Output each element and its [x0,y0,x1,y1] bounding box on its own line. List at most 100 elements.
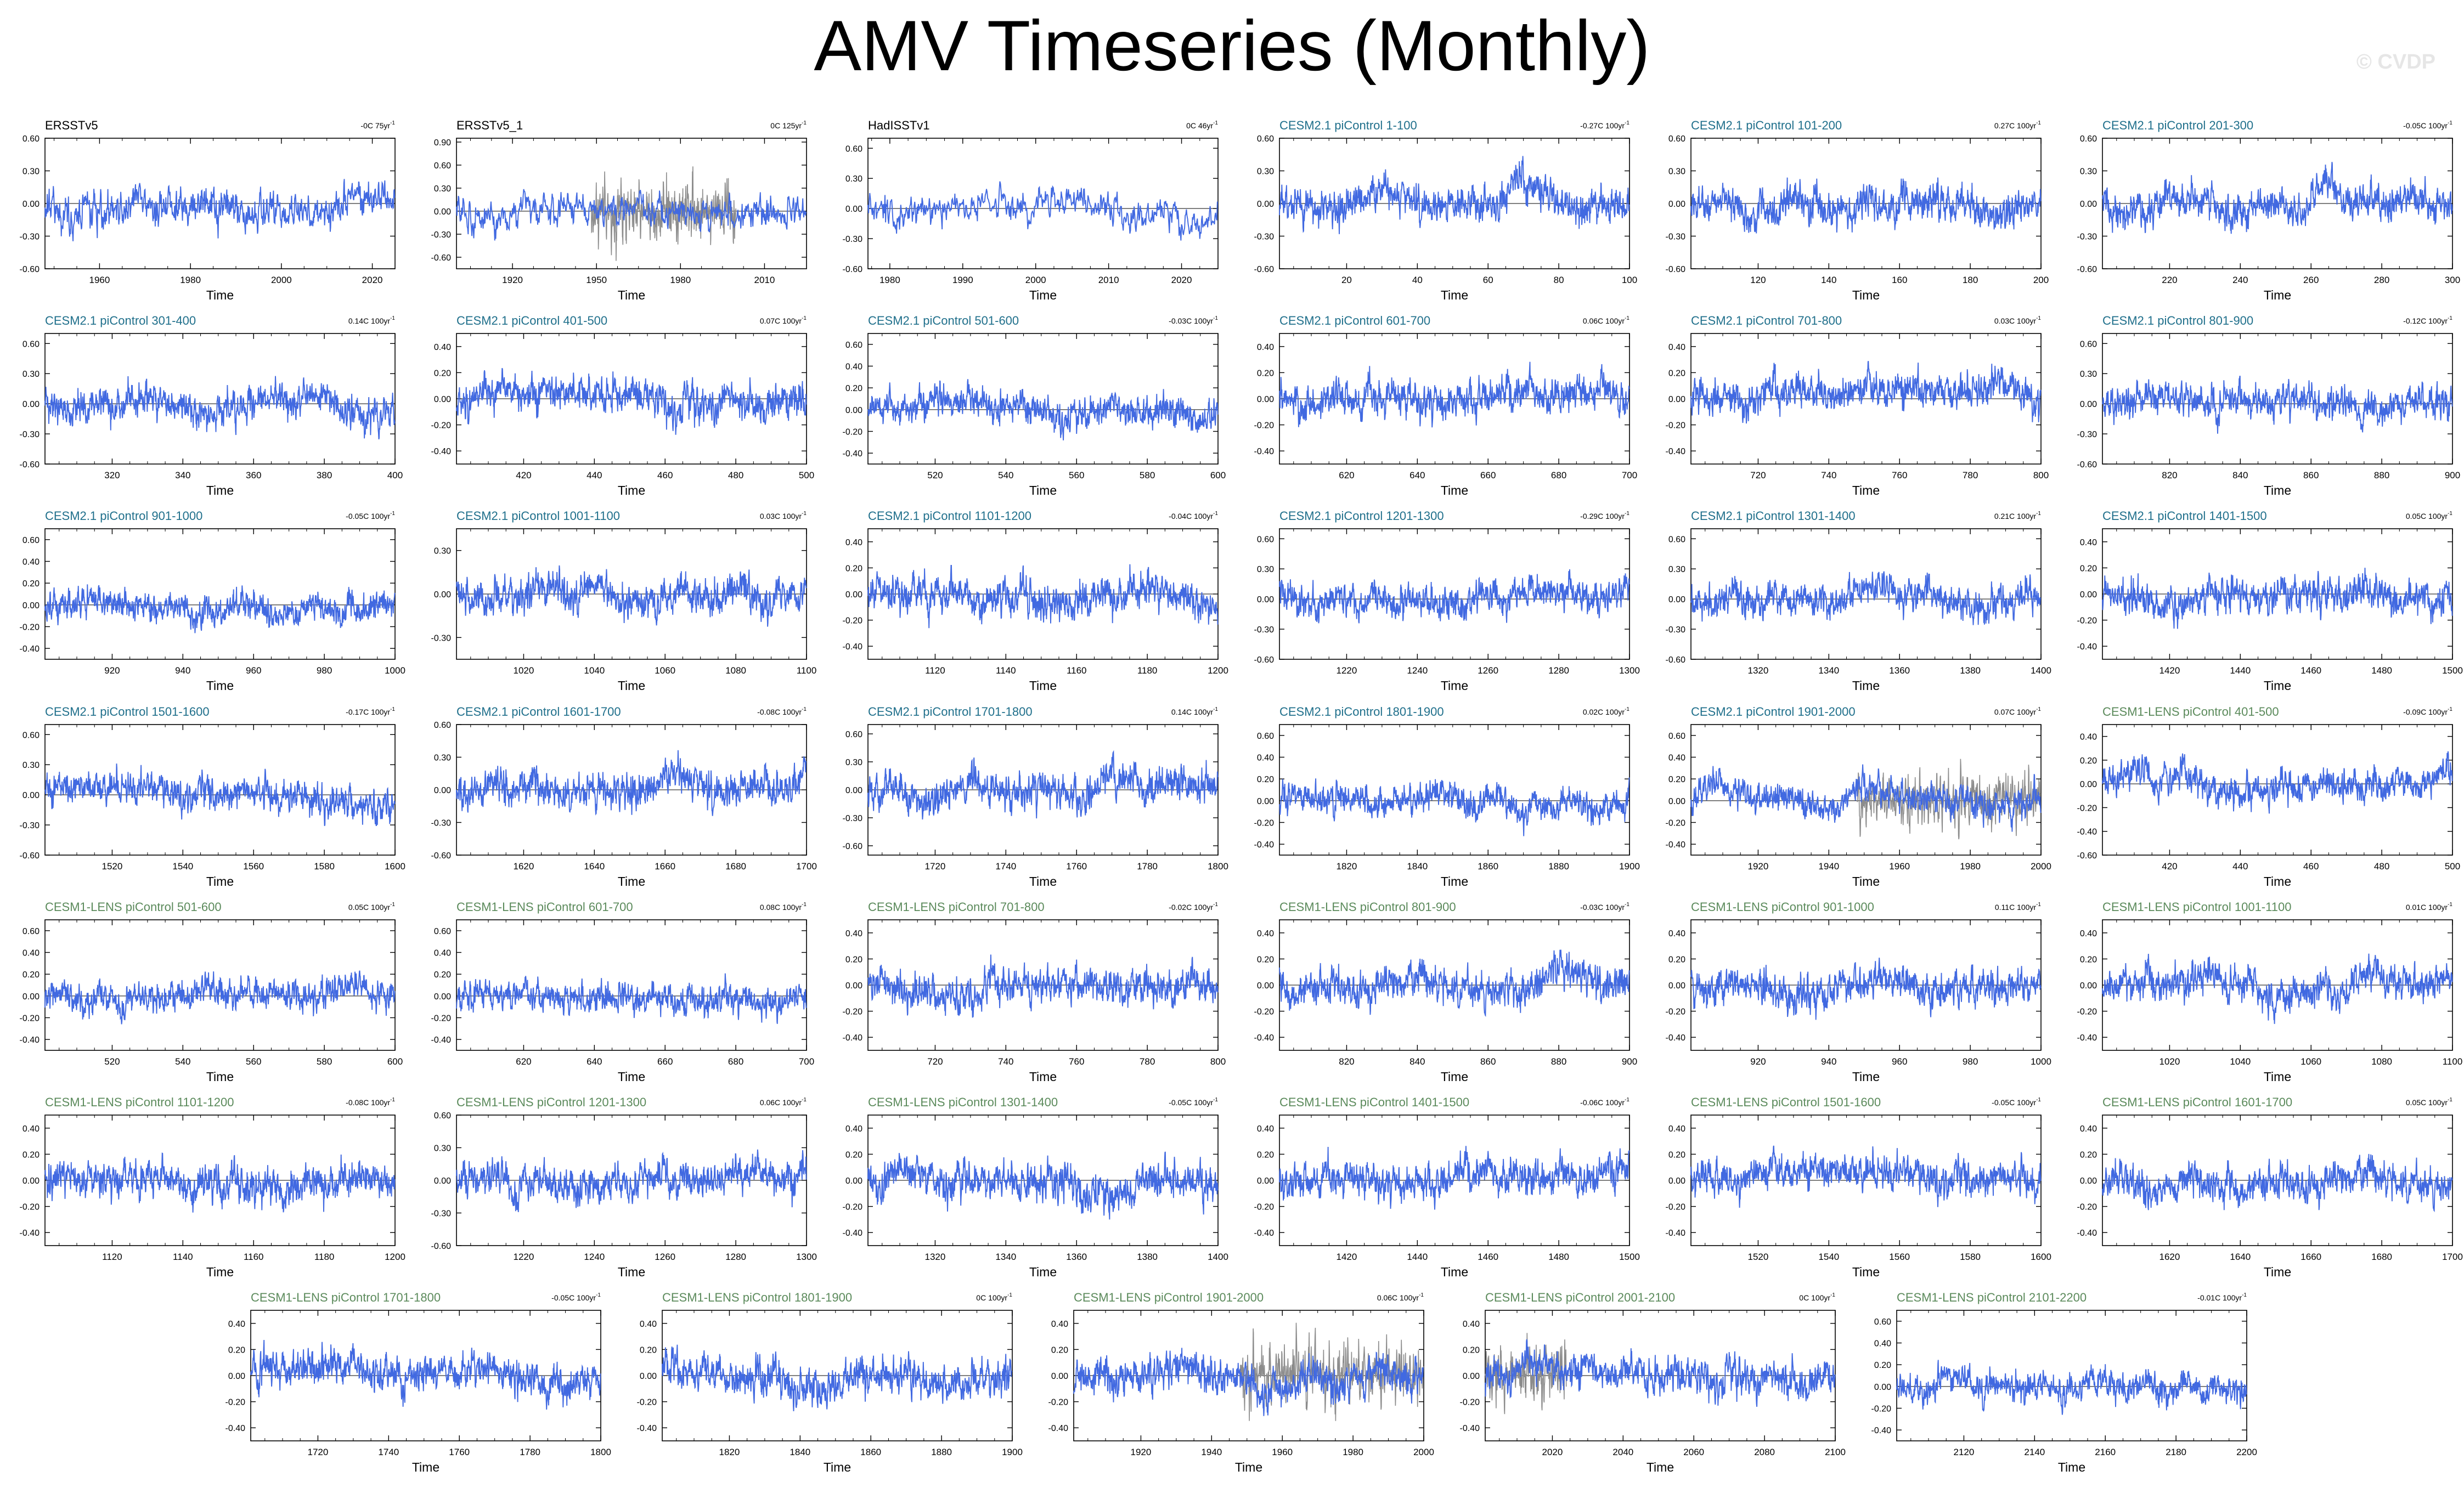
x-tick-label: 860 [2303,470,2319,480]
y-tick-label: 0.30 [2080,167,2097,177]
y-tick-label: -0.20 [1871,1405,1892,1414]
x-tick-label: 880 [1551,1056,1566,1067]
series-line [1279,569,1630,624]
panel-title: CESM2.1 piControl 1301-1400 [1691,509,1856,523]
y-tick-label: 0.00 [1463,1372,1480,1381]
y-tick-label: 0.20 [1668,775,1685,784]
x-tick-label: 1780 [520,1447,540,1457]
y-tick-label: 0.20 [22,1150,40,1159]
x-tick-label: 60 [1483,275,1493,285]
y-tick-label: -0.20 [20,1014,40,1023]
y-tick-label: 0.60 [2080,134,2097,144]
x-axis-label: Time [1235,1460,1262,1474]
trend-label: 0.05C 100yr-1 [348,902,396,912]
chart-panel: CESM2.1 piControl 201-300 -0.05C 100yr-1 0… [2077,118,2461,302]
y-tick-label: 0.00 [1668,200,1685,209]
series-line [1073,1348,1424,1416]
chart-panel: CESM1-LENS piControl 1501-1600 -0.05C 100… [1666,1095,2051,1279]
y-tick-label: -0.40 [843,1033,863,1043]
trend-superscript: -1 [2448,120,2452,126]
y-tick-label: 0.30 [434,1144,451,1153]
x-axis-label: Time [2264,1265,2291,1279]
x-tick-label: 260 [2303,275,2319,285]
panel-title: CESM1-LENS piControl 2001-2100 [1485,1291,1675,1304]
series-line [2102,375,2453,434]
panel-title: CESM1-LENS piControl 501-600 [45,900,222,914]
chart-panel: CESM1-LENS piControl 601-700 0.08C 100yr-… [431,900,815,1084]
x-tick-label: 980 [317,665,332,676]
x-tick-label: 1560 [243,861,264,872]
x-tick-label: 1440 [2230,665,2251,676]
series-line [1690,764,2042,832]
x-tick-label: 320 [104,470,120,480]
plot-frame [44,919,396,1051]
x-axis-label: Time [824,1460,851,1474]
x-tick-label: 1940 [1201,1447,1222,1457]
y-tick-label: -0.40 [20,644,40,654]
y-tick-label: -0.20 [2077,1008,2097,1017]
panel-title: CESM2.1 piControl 201-300 [2102,118,2253,132]
x-tick-label: 480 [2374,861,2389,872]
y-tick-label: 0.60 [1257,732,1274,741]
trend-label: -0.12C 100yr-1 [2403,315,2452,325]
x-tick-label: 620 [1339,470,1354,480]
x-tick-label: 2160 [2095,1447,2116,1457]
chart-panel: CESM1-LENS piControl 801-900 -0.03C 100yr… [1254,900,1638,1084]
y-tick-label: -0.40 [843,449,863,459]
trend-superscript: -1 [802,902,807,908]
chart-panel: CESM2.1 piControl 801-900 -0.12C 100yr-1 0… [2077,314,2461,497]
x-tick-label: 720 [1750,470,1766,480]
y-tick-label: 0.60 [1257,535,1274,544]
y-tick-label: 0.20 [228,1345,245,1355]
y-tick-label: 0.20 [2080,1150,2097,1159]
trend-label: 0.01C 100yr-1 [2406,902,2453,912]
trend-superscript: -1 [1625,902,1629,908]
y-tick-label: -0.20 [431,1014,452,1023]
x-tick-label: 520 [104,1056,120,1067]
y-tick-label: 0.20 [1257,955,1274,964]
x-tick-label: 280 [2374,275,2389,285]
x-axis-label: Time [206,288,234,302]
chart-panel: CESM2.1 piControl 1101-1200 -0.04C 100yr-… [843,509,1228,693]
y-tick-label: 0.00 [845,786,862,795]
y-tick-label: 0.20 [1257,1150,1274,1159]
panel-title: CESM2.1 piControl 801-900 [2102,314,2253,327]
y-tick-label: 0.40 [845,538,862,547]
x-tick-label: 1920 [1748,861,1769,872]
x-tick-label: 1720 [925,861,946,872]
series-line [250,1339,601,1410]
x-tick-label: 1860 [860,1447,881,1457]
x-tick-label: 1120 [102,1252,122,1262]
series-line [1279,1146,1630,1210]
trend-superscript: -1 [802,315,807,321]
plot-frame [44,528,396,660]
trend-superscript: -1 [1625,706,1629,712]
x-tick-label: 1180 [314,1252,335,1262]
y-tick-label: 0.40 [22,949,40,958]
y-tick-label: 0.00 [845,1176,862,1186]
trend-superscript: -1 [1625,315,1629,321]
copyright-watermark: © CVDP [2356,50,2435,73]
y-tick-label: 0.40 [22,558,40,567]
x-tick-label: 1680 [725,861,746,872]
chart-panel: CESM1-LENS piControl 1201-1300 0.06C 100y… [431,1095,817,1279]
trend-label: 0.07C 100yr-1 [1994,706,2042,716]
x-axis-label: Time [412,1460,439,1474]
y-tick-label: 0.00 [1668,595,1685,604]
plot-frame [867,333,1219,465]
x-tick-label: 1660 [655,861,675,872]
panel-title: CESM1-LENS piControl 1301-1400 [868,1095,1058,1109]
x-tick-label: 920 [1750,1056,1766,1067]
x-tick-label: 200 [2033,275,2049,285]
y-tick-label: 0.00 [22,791,40,800]
y-tick-label: 0.00 [845,590,862,599]
panel-title: CESM1-LENS piControl 1401-1500 [1279,1095,1469,1109]
chart-panel: CESM2.1 piControl 701-800 0.03C 100yr-1 0.… [1666,314,2049,497]
trend-label: 0.08C 100yr-1 [760,902,807,912]
x-tick-label: 700 [1622,470,1637,480]
x-tick-label: 1640 [584,861,605,872]
y-tick-label: 0.40 [434,949,451,958]
x-tick-label: 920 [104,665,120,676]
y-tick-label: 0.40 [228,1320,245,1329]
x-tick-label: 1800 [590,1447,611,1457]
